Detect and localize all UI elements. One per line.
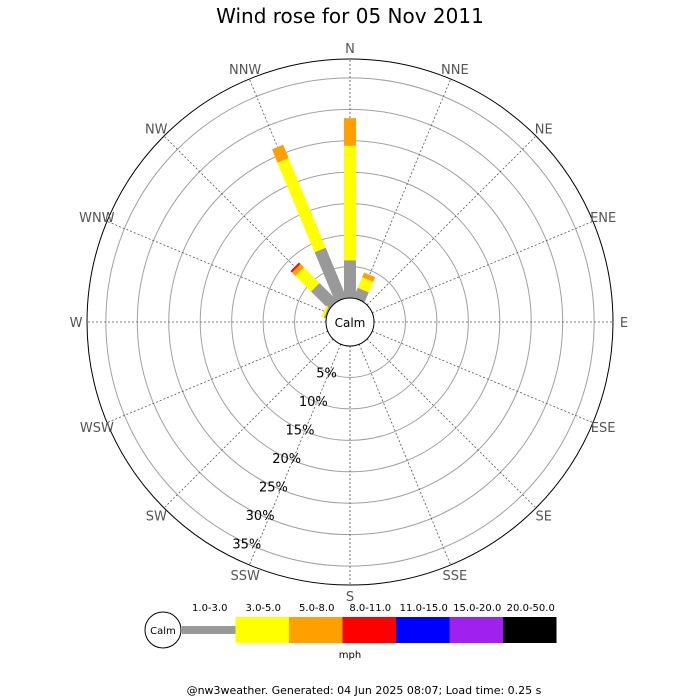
petal-nne-bin-0	[353, 287, 369, 303]
direction-label-sw: SW	[146, 510, 167, 525]
ring-label-20pct: 20%	[272, 452, 301, 467]
direction-label-nne: NNE	[441, 63, 469, 78]
petal-nne-bin-2	[362, 272, 376, 282]
petal-nne-bin-1	[357, 277, 374, 293]
footer-text: @nw3weather. Generated: 04 Jun 2025 08:0…	[187, 684, 542, 697]
direction-label-ne: NE	[535, 122, 553, 137]
legend-calm-circle	[144, 611, 182, 649]
legend-swatch-bin-6	[503, 617, 557, 643]
petal-nw-bin-2	[291, 263, 304, 276]
petal-wnw-bin-0	[323, 306, 331, 319]
petal-n-bin-1	[344, 145, 356, 261]
direction-label-s: S	[346, 590, 354, 605]
direction-label-ene: ENE	[590, 211, 616, 226]
legend-label-bin-1: 3.0-5.0	[246, 603, 281, 614]
legend-unit-label: mph	[339, 650, 361, 661]
calm-label: Calm	[335, 316, 366, 330]
ring-label-25pct: 25%	[259, 480, 288, 495]
petal-nnw-bin-2	[272, 144, 289, 163]
petal-nnw-bin-0	[314, 247, 347, 303]
direction-label-wsw: WSW	[80, 421, 114, 436]
direction-label-se: SE	[536, 510, 552, 525]
petal-nw-bin-0	[311, 283, 338, 310]
petal-wnw-bin-1	[321, 305, 329, 318]
legend-swatch-bin-0	[182, 626, 236, 634]
direction-label-w: W	[70, 316, 83, 331]
petal-nnw-bin-1	[277, 158, 326, 253]
direction-label-sse: SSE	[442, 569, 467, 584]
ring-label-15pct: 15%	[286, 423, 315, 438]
legend-swatch-bin-3	[342, 617, 396, 643]
direction-label-nw: NW	[145, 122, 168, 137]
legend-calm-label: Calm	[150, 626, 176, 637]
petal-n-bin-0	[344, 260, 356, 298]
legend: 1.0-3.0 3.0-5.0 5.0-8.0 8.0-11.0 11.0-15.0 15…	[144, 603, 557, 661]
direction-label-wnw: WNW	[79, 211, 115, 226]
ring-label-5pct: 5%	[316, 366, 337, 381]
ring-label-30pct: 30%	[246, 509, 275, 524]
rose-plot: N NNE NE ENE E ESE SE SSE S SSW SW WSW W WNW NW NNW 5% 10…	[70, 42, 629, 605]
legend-swatch-bin-5	[449, 617, 503, 643]
legend-swatch-bin-1	[235, 617, 289, 643]
legend-swatch-bin-4	[396, 617, 450, 643]
legend-label-bin-3: 8.0-11.0	[349, 603, 391, 614]
direction-label-n: N	[345, 42, 355, 57]
outer-ring	[86, 58, 614, 586]
direction-label-ssw: SSW	[230, 569, 260, 584]
legend-label-bin-2: 5.0-8.0	[299, 603, 334, 614]
legend-label-bin-0: 1.0-3.0	[192, 603, 227, 614]
ring-label-10pct: 10%	[299, 395, 328, 410]
legend-label-bin-5: 15.0-20.0	[453, 603, 501, 614]
calm-circle	[325, 297, 375, 347]
direction-label-e: E	[620, 316, 628, 331]
legend-label-bin-4: 11.0-15.0	[400, 603, 448, 614]
petal-n-bin-2	[344, 118, 356, 146]
direction-label-nnw: NNW	[229, 63, 261, 78]
legend-swatch-bin-2	[289, 617, 343, 643]
ring-label-35pct: 35%	[232, 537, 261, 552]
petal-nw-bin-3	[290, 262, 301, 273]
petal-nw-bin-1	[295, 267, 320, 292]
chart-title: Wind rose for 05 Nov 2011	[216, 4, 484, 28]
legend-label-bin-6: 20.0-50.0	[507, 603, 555, 614]
direction-label-ese: ESE	[591, 421, 616, 436]
